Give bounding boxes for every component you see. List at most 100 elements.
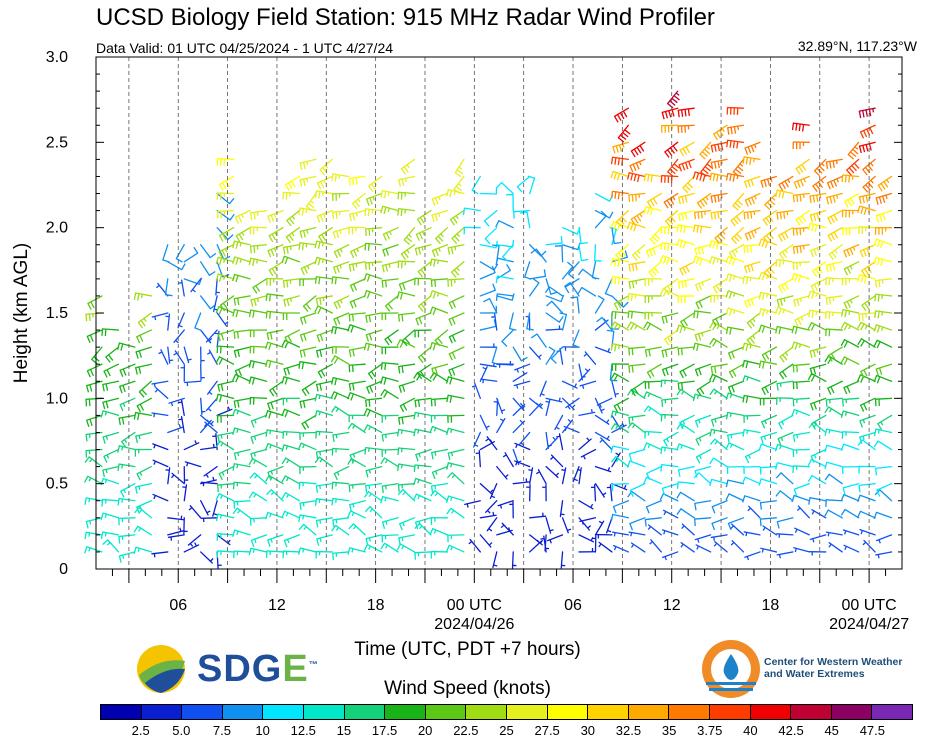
colorbar-swatch (506, 705, 548, 719)
wind-barb (813, 158, 827, 177)
wind-barb (314, 410, 333, 418)
wind-barb (744, 175, 761, 189)
wind-barb (281, 510, 301, 519)
wind-barb (550, 346, 564, 364)
x-axis: 06 12 18 00 UTC 2024/04/26 06 12 18 00 UTC 2024/0… (111, 569, 909, 633)
wind-barb (610, 156, 630, 166)
wind-barb (117, 342, 136, 351)
wind-barb (730, 523, 745, 536)
wind-barb (232, 308, 251, 318)
wind-barb (660, 413, 679, 422)
wind-barb (300, 261, 317, 276)
wind-barb (118, 414, 136, 426)
wind-barb (381, 414, 399, 423)
wind-barb (471, 382, 481, 399)
colorbar-swatch (750, 705, 792, 719)
wind-barb (841, 209, 860, 218)
wind-barb (646, 465, 662, 480)
wind-barb (677, 278, 695, 289)
wind-barb (779, 346, 794, 363)
wind-barb (397, 207, 416, 217)
wind-barb (315, 295, 333, 306)
colorbar-swatch (385, 705, 426, 719)
wind-barb (744, 141, 761, 155)
wind-barb (544, 534, 550, 552)
wind-barb (760, 547, 778, 553)
wind-barb (859, 124, 876, 139)
cw3e-water-drop-icon (702, 640, 760, 698)
wind-barb (299, 312, 317, 325)
wind-barb (282, 191, 301, 200)
wind-barb (682, 175, 695, 194)
wind-barb (215, 305, 235, 315)
wind-barb (233, 500, 251, 509)
wind-barb (86, 329, 103, 344)
wind-barb (431, 363, 449, 376)
wind-barb (628, 531, 646, 537)
wind-barb (677, 295, 695, 304)
wind-barb (630, 141, 646, 158)
wind-barb (692, 342, 712, 352)
wind-barb (249, 517, 268, 526)
colorbar-swatch (222, 705, 264, 719)
wind-barb (216, 550, 235, 558)
wind-barb (679, 141, 695, 157)
wind-barb (415, 312, 432, 326)
wind-barb (758, 308, 778, 317)
wind-barb (105, 346, 120, 363)
wind-barb (446, 462, 465, 470)
wind-barb (332, 551, 350, 561)
wind-barb (483, 298, 498, 314)
wind-barb (381, 517, 399, 529)
wind-barb (299, 465, 317, 475)
wind-barb (626, 172, 646, 183)
wind-barb (595, 533, 613, 539)
wind-barb (315, 380, 333, 392)
colorbar-label: 5.0 (172, 723, 191, 738)
x-tick-label: 00 UTC (447, 597, 502, 614)
wind-barb (824, 473, 843, 485)
wind-barb (330, 376, 350, 386)
wind-barb (646, 192, 662, 209)
wind-barb (578, 547, 596, 553)
wind-barb (610, 456, 630, 468)
wind-barb (774, 306, 794, 316)
wind-barb (626, 321, 646, 331)
wind-barb (491, 346, 500, 366)
wind-barb (332, 209, 350, 220)
wind-barb (232, 240, 251, 249)
wind-barb (709, 388, 728, 399)
wind-barb (348, 209, 366, 222)
wind-barb (643, 321, 662, 331)
wind-barb (281, 475, 301, 485)
wind-barb (810, 397, 827, 411)
wind-barb (663, 431, 679, 447)
wind-barb (857, 321, 876, 331)
wind-barb (399, 397, 416, 413)
wind-barb (807, 322, 827, 331)
wind-barb (281, 255, 301, 265)
wind-barb (347, 510, 366, 519)
wind-barb (183, 246, 199, 263)
wind-barb (629, 158, 646, 173)
wind-barb (182, 484, 188, 502)
wind-barb (664, 278, 679, 295)
wind-barb (857, 494, 876, 503)
wind-barb (741, 495, 761, 503)
x-tick-label: 18 (367, 597, 385, 614)
wind-barb (234, 209, 251, 224)
wind-barb (842, 397, 860, 407)
wind-barb (700, 158, 713, 177)
wind-barb (365, 192, 383, 206)
wind-barb (859, 529, 876, 536)
wind-barb (791, 325, 810, 335)
wind-barb (742, 156, 761, 165)
wind-barb (315, 550, 333, 559)
wind-barb (725, 442, 745, 451)
wind-barb (315, 448, 333, 460)
wind-barb (726, 106, 745, 115)
wind-barb (347, 324, 366, 333)
wind-barb (431, 209, 449, 223)
wind-barb (857, 338, 876, 348)
wind-barb (233, 397, 251, 409)
